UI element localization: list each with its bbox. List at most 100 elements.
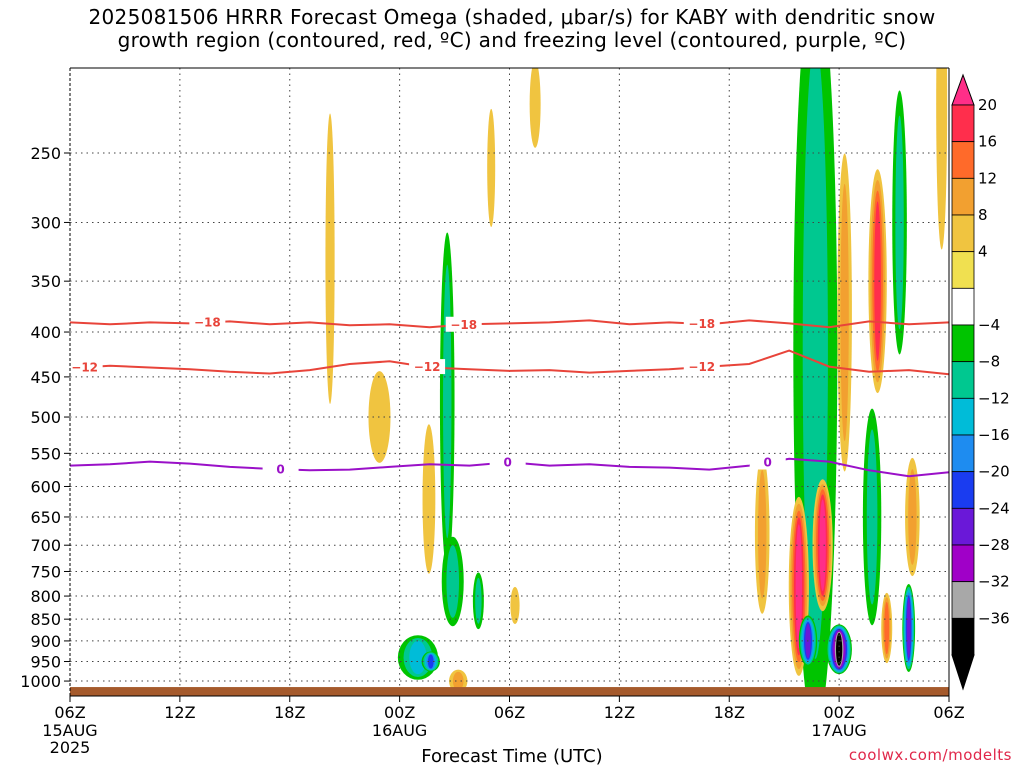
site-credit: coolwx.com/modelts	[848, 746, 1012, 764]
omega-level	[409, 640, 427, 675]
contour-label: 0	[276, 462, 284, 476]
omega-cell	[472, 572, 484, 630]
x-tick-label: 06Z	[54, 703, 85, 722]
omega-cell	[441, 536, 464, 627]
x-tick-label: 18Z	[274, 703, 305, 722]
omega-cell	[422, 424, 436, 574]
omega-level	[884, 601, 890, 655]
colorbar-label: 16	[978, 133, 997, 151]
y-tick-label: 350	[30, 272, 61, 291]
x-tick-date: 15AUG	[42, 721, 97, 740]
chart-title-line-1: 2025081506 HRRR Forecast Omega (shaded, …	[88, 5, 936, 29]
omega-cell	[439, 232, 455, 571]
y-tick-label: 400	[30, 323, 61, 342]
contour-label: −18	[688, 317, 715, 331]
chart-title-line-2: growth region (contoured, red, ºC) and f…	[117, 28, 907, 52]
contour-label-bg	[262, 461, 299, 477]
contour-label: 0	[503, 455, 511, 469]
colorbar-top-arrow	[951, 73, 975, 106]
colorbar-box	[951, 581, 975, 619]
colorbar-label: −16	[978, 426, 1010, 444]
colorbar-box	[951, 104, 975, 143]
omega-cell	[487, 108, 496, 228]
omega-level	[475, 577, 482, 624]
omega-level	[452, 671, 464, 691]
omega-cell	[902, 584, 916, 673]
omega-level	[819, 499, 826, 591]
omega-level	[866, 429, 878, 605]
omega-level	[427, 654, 434, 669]
colorbar-box	[951, 214, 975, 253]
colorbar: 20 16 12 8 4 −4 −8 −12 −16 −20 −24 −28 −32 −36	[951, 73, 1010, 691]
omega-cell	[325, 113, 335, 404]
omega-cell	[892, 90, 907, 355]
colorbar-box	[951, 177, 975, 216]
colorbar-bottom-arrow	[951, 654, 975, 691]
x-tick-label: 12Z	[164, 703, 195, 722]
omega-level	[487, 108, 496, 228]
y-tick-label: 250	[30, 144, 61, 163]
y-tick-label: 300	[30, 213, 61, 232]
contour-label-bg	[189, 314, 226, 330]
y-tick-label: 900	[30, 632, 61, 651]
x-tick-label: 06Z	[933, 703, 964, 722]
x-tick-date: 17AUG	[811, 721, 866, 740]
contour-label-bg	[489, 454, 526, 470]
y-tick-label: 450	[30, 368, 61, 387]
colorbar-box	[951, 471, 975, 509]
y-tick-label: 550	[30, 444, 61, 463]
y-tick-label: 750	[30, 562, 61, 581]
colorbar-label: −4	[978, 316, 1000, 334]
contour-label: −18	[194, 316, 221, 330]
colorbar-label: −12	[978, 389, 1010, 407]
y-tick-label: 800	[30, 587, 61, 606]
contour-label-bg	[409, 359, 446, 375]
contour-label-bg	[683, 315, 720, 331]
contour-label: −12	[414, 360, 441, 374]
x-tick-label: 18Z	[714, 703, 745, 722]
colorbar-label: −8	[978, 353, 1000, 371]
omega-level	[443, 264, 452, 539]
colorbar-label: −32	[978, 573, 1010, 591]
colorbar-box	[951, 617, 975, 656]
contour-label: 0	[764, 455, 772, 469]
plot-grid	[70, 68, 949, 696]
x-tick-date: 16AUG	[372, 721, 427, 740]
y-tick-label: 500	[30, 408, 61, 427]
colorbar-box	[951, 324, 975, 363]
colorbar-box	[951, 434, 975, 473]
omega-level	[906, 598, 911, 659]
omega-level	[325, 113, 335, 404]
contour-label-bg	[445, 316, 482, 332]
omega-level	[836, 632, 843, 666]
contour-line	[69, 349, 950, 376]
ground-surface	[70, 687, 949, 696]
chart-title: 2025081506 HRRR Forecast Omega (shaded, …	[0, 6, 1024, 52]
omega-cell	[936, 68, 948, 250]
contour-label: −18	[450, 318, 477, 332]
omega-cell	[881, 592, 893, 664]
colorbar-label: −28	[978, 536, 1010, 554]
colorbar-box	[951, 544, 975, 583]
x-axis-label: Forecast Time (UTC)	[421, 746, 603, 767]
colorbar-label: 12	[978, 169, 997, 187]
omega-cell	[826, 624, 852, 675]
colorbar-box	[951, 251, 975, 289]
omega-cell	[449, 669, 468, 693]
x-tick-label: 06Z	[494, 703, 525, 722]
omega-level	[422, 424, 436, 574]
omega-level	[446, 545, 460, 618]
contour-label: −12	[71, 360, 98, 374]
colorbar-box	[951, 361, 975, 399]
omega-cell	[862, 408, 882, 626]
contour-label-bg	[749, 454, 786, 470]
omega-cell	[510, 586, 520, 625]
y-tick-label: 600	[30, 477, 61, 496]
omega-level	[758, 469, 767, 599]
contour-label: −12	[688, 360, 715, 374]
omega-level	[936, 68, 948, 250]
colorbar-label: 8	[978, 206, 988, 224]
colorbar-box	[951, 397, 975, 436]
colorbar-label: 4	[978, 243, 988, 261]
